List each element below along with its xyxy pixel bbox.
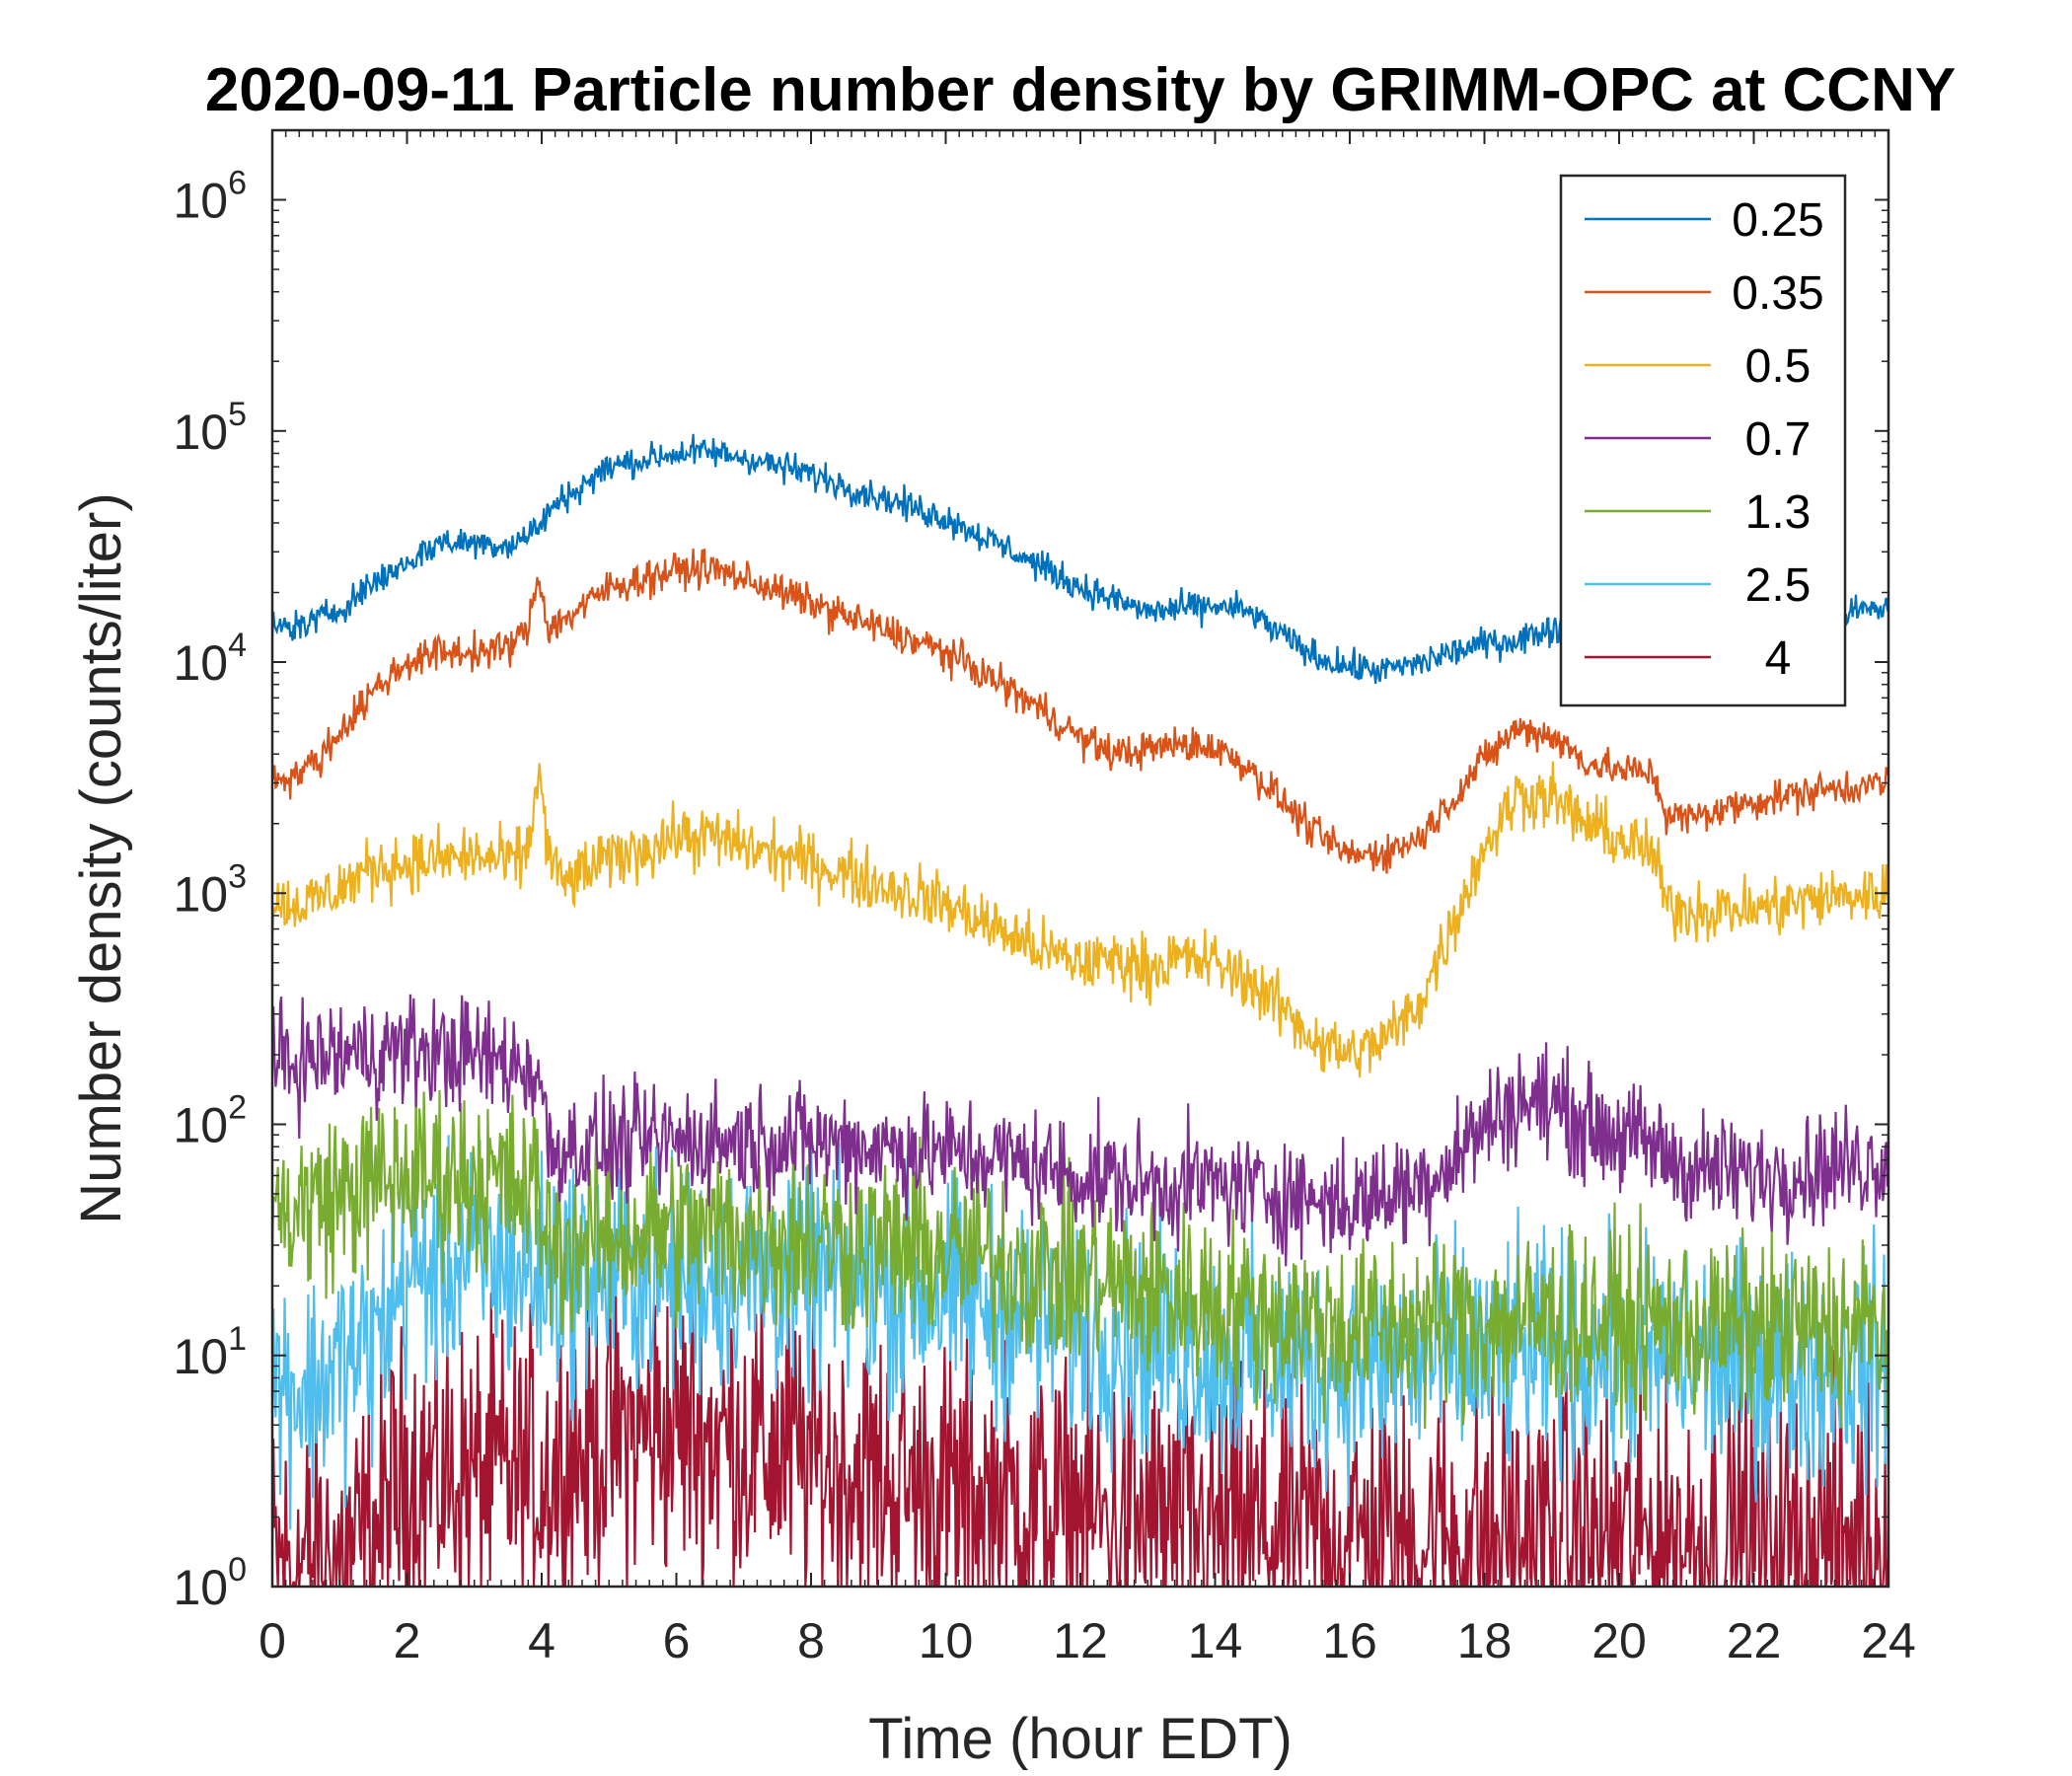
legend-label-2.5: 2.5 (1745, 559, 1812, 612)
x-tick-label: 10 (919, 1613, 974, 1668)
series-line-0.35 (272, 548, 1888, 874)
legend-label-0.5: 0.5 (1745, 340, 1812, 393)
series-line-0.7 (272, 994, 1888, 1267)
series-line-1.3 (272, 1083, 1888, 1440)
x-tick-label: 16 (1322, 1613, 1377, 1668)
tick-layer: 0 2 4 6 8 10 12 14 16 18 20 22 241001011021031041051… (173, 129, 1916, 1668)
x-tick-label: 20 (1591, 1613, 1647, 1668)
x-axis-label: Time (hour EDT) (868, 1707, 1293, 1771)
y-tick-label: 100 (173, 1551, 247, 1615)
series-line-0.5 (272, 761, 1888, 1078)
y-tick-label: 101 (173, 1320, 247, 1384)
legend-label-1.3: 1.3 (1745, 486, 1812, 539)
y-tick-label: 102 (173, 1089, 247, 1153)
x-tick-label: 22 (1727, 1613, 1782, 1668)
x-tick-label: 4 (528, 1613, 555, 1668)
x-tick-label: 24 (1861, 1613, 1916, 1668)
legend-label-4: 4 (1765, 632, 1792, 685)
y-axis-label: Number density (counts/liter) (69, 492, 133, 1223)
legend-label-0.25: 0.25 (1732, 194, 1823, 247)
chart-title: 2020-09-11 Particle number density by GR… (205, 56, 1956, 124)
legend-label-0.7: 0.7 (1745, 413, 1812, 466)
x-tick-label: 14 (1188, 1613, 1243, 1668)
x-tick-label: 8 (797, 1613, 825, 1668)
legend-box (1559, 174, 1847, 707)
series-line-4 (272, 1268, 1888, 1587)
x-tick-label: 18 (1457, 1613, 1513, 1668)
y-tick-label: 104 (173, 627, 247, 691)
legend: 0.25 0.35 0.5 0.7 1.3 2.5 4 (1559, 174, 1847, 707)
y-tick-label: 106 (173, 165, 247, 229)
legend-label-0.35: 0.35 (1732, 267, 1823, 320)
x-tick-label: 6 (663, 1613, 691, 1668)
x-tick-label: 2 (394, 1613, 421, 1668)
x-tick-label: 12 (1053, 1613, 1108, 1668)
x-tick-label: 0 (259, 1613, 286, 1668)
y-tick-label: 105 (173, 396, 247, 460)
y-tick-label: 103 (173, 857, 247, 922)
